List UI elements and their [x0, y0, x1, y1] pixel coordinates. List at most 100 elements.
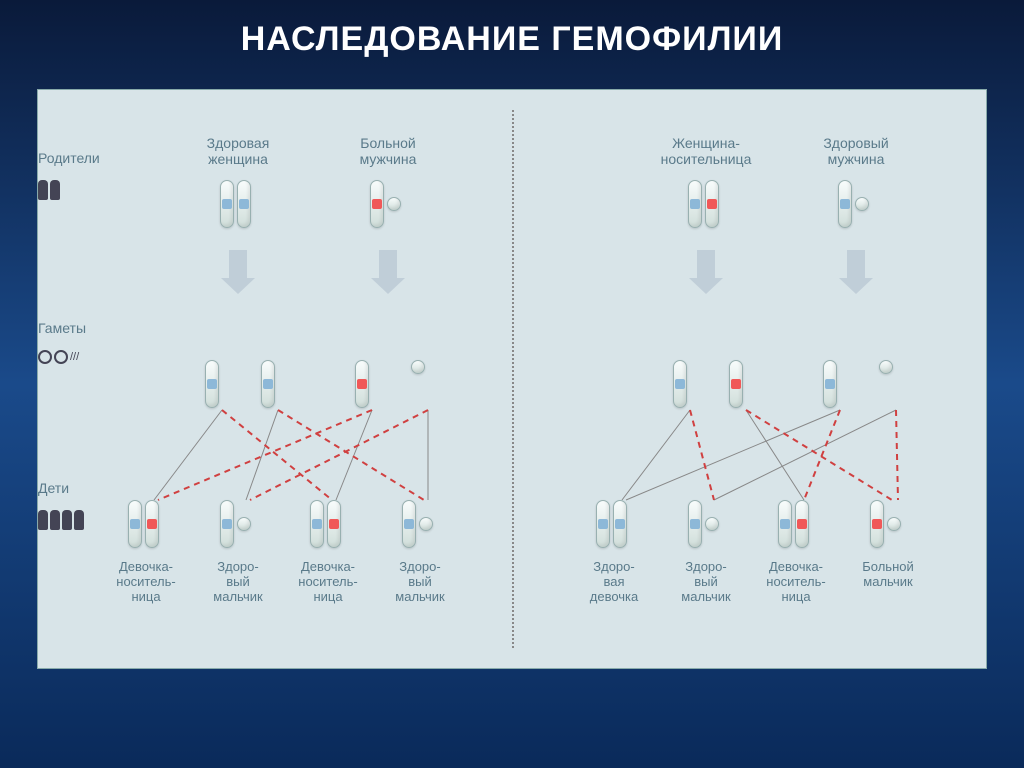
normal-band	[239, 199, 249, 209]
normal-band	[222, 519, 232, 529]
chromosome-pair	[870, 500, 901, 548]
x-chromosome	[795, 500, 809, 548]
y-chromosome	[855, 197, 869, 211]
x-chromosome	[596, 500, 610, 548]
x-chromosome	[613, 500, 627, 548]
normal-band	[130, 519, 140, 529]
y-chromosome	[705, 517, 719, 531]
x-chromosome	[729, 360, 743, 408]
chromosome-pair	[402, 500, 433, 548]
normal-band	[598, 519, 608, 529]
mutant-band	[372, 199, 382, 209]
child-caption: Здоро-выймальчик	[198, 560, 278, 605]
child-caption: Здоро-выймальчик	[666, 560, 746, 605]
y-chromosome	[887, 517, 901, 531]
x-chromosome	[688, 180, 702, 228]
x-chromosome	[220, 500, 234, 548]
mutant-band	[147, 519, 157, 529]
normal-band	[222, 199, 232, 209]
x-chromosome	[673, 360, 687, 408]
x-chromosome	[355, 360, 369, 408]
parent-caption: Здороваяженщина	[173, 135, 303, 167]
x-chromosome	[688, 500, 702, 548]
x-chromosome	[145, 500, 159, 548]
child-caption: Девочка-носитель-ница	[288, 560, 368, 605]
parent-caption: Женщина-носительница	[641, 135, 771, 167]
mutant-band	[731, 379, 741, 389]
chromosome-pair	[879, 360, 893, 374]
arrow-down-icon	[847, 250, 865, 280]
child-caption: Здоро-ваядевочка	[574, 560, 654, 605]
slide-title: НАСЛЕДОВАНИЕ ГЕМОФИЛИИ	[241, 20, 784, 59]
parent-caption: Больноймужчина	[323, 135, 453, 167]
normal-band	[207, 379, 217, 389]
x-chromosome	[205, 360, 219, 408]
normal-band	[312, 519, 322, 529]
x-chromosome	[402, 500, 416, 548]
chromosome-pair	[778, 500, 809, 548]
chromosome-pair	[596, 500, 627, 548]
x-chromosome	[705, 180, 719, 228]
chromosome-pair	[355, 360, 369, 408]
arrow-down-icon	[697, 250, 715, 280]
normal-band	[690, 519, 700, 529]
x-chromosome	[370, 180, 384, 228]
mutant-band	[797, 519, 807, 529]
normal-band	[780, 519, 790, 529]
chromosome-pair	[261, 360, 275, 408]
x-chromosome	[778, 500, 792, 548]
x-chromosome	[128, 500, 142, 548]
chromosome-pair	[220, 500, 251, 548]
x-chromosome	[838, 180, 852, 228]
chromosome-pair	[688, 500, 719, 548]
chromosome-pair	[838, 180, 869, 228]
chromosome-pair	[370, 180, 401, 228]
normal-band	[675, 379, 685, 389]
normal-band	[690, 199, 700, 209]
chromosome-pair	[128, 500, 159, 548]
person-icon	[38, 510, 48, 530]
normal-band	[840, 199, 850, 209]
x-chromosome	[327, 500, 341, 548]
x-chromosome	[823, 360, 837, 408]
child-caption: Девочка-носитель-ница	[756, 560, 836, 605]
x-chromosome	[310, 500, 324, 548]
chromosome-pair	[411, 360, 425, 374]
normal-band	[404, 519, 414, 529]
child-caption: Девочка-носитель-ница	[106, 560, 186, 605]
x-chromosome	[220, 180, 234, 228]
y-chromosome	[419, 517, 433, 531]
mutant-band	[357, 379, 367, 389]
y-chromosome	[237, 517, 251, 531]
y-chromosome	[879, 360, 893, 374]
chromosome-pair	[823, 360, 837, 408]
panel-left: Здороваяженщина Больноймужчина Девочка-нос…	[48, 110, 508, 648]
panel-right: Женщина-носительница Здоровыймужчина Здоро…	[516, 110, 976, 648]
y-chromosome	[387, 197, 401, 211]
child-caption: Больноймальчик	[848, 560, 928, 590]
person-icon	[38, 180, 48, 200]
mutant-band	[872, 519, 882, 529]
chromosome-pair	[729, 360, 743, 408]
y-chromosome	[411, 360, 425, 374]
normal-band	[615, 519, 625, 529]
normal-band	[263, 379, 273, 389]
chromosome-pair	[220, 180, 251, 228]
parent-caption: Здоровыймужчина	[791, 135, 921, 167]
x-chromosome	[870, 500, 884, 548]
chromosome-pair	[205, 360, 219, 408]
normal-band	[825, 379, 835, 389]
slide: НАСЛЕДОВАНИЕ ГЕМОФИЛИИ Родители Гаметы /…	[0, 0, 1024, 768]
chromosome-pair	[673, 360, 687, 408]
chromosome-pair	[688, 180, 719, 228]
arrow-down-icon	[229, 250, 247, 280]
mutant-band	[707, 199, 717, 209]
mutant-band	[329, 519, 339, 529]
center-divider	[512, 110, 514, 648]
chromosome-pair	[310, 500, 341, 548]
child-caption: Здоро-выймальчик	[380, 560, 460, 605]
x-chromosome	[261, 360, 275, 408]
arrow-down-icon	[379, 250, 397, 280]
x-chromosome	[237, 180, 251, 228]
inheritance-diagram: Родители Гаметы /// Дети Здороваяженщина…	[37, 89, 987, 669]
